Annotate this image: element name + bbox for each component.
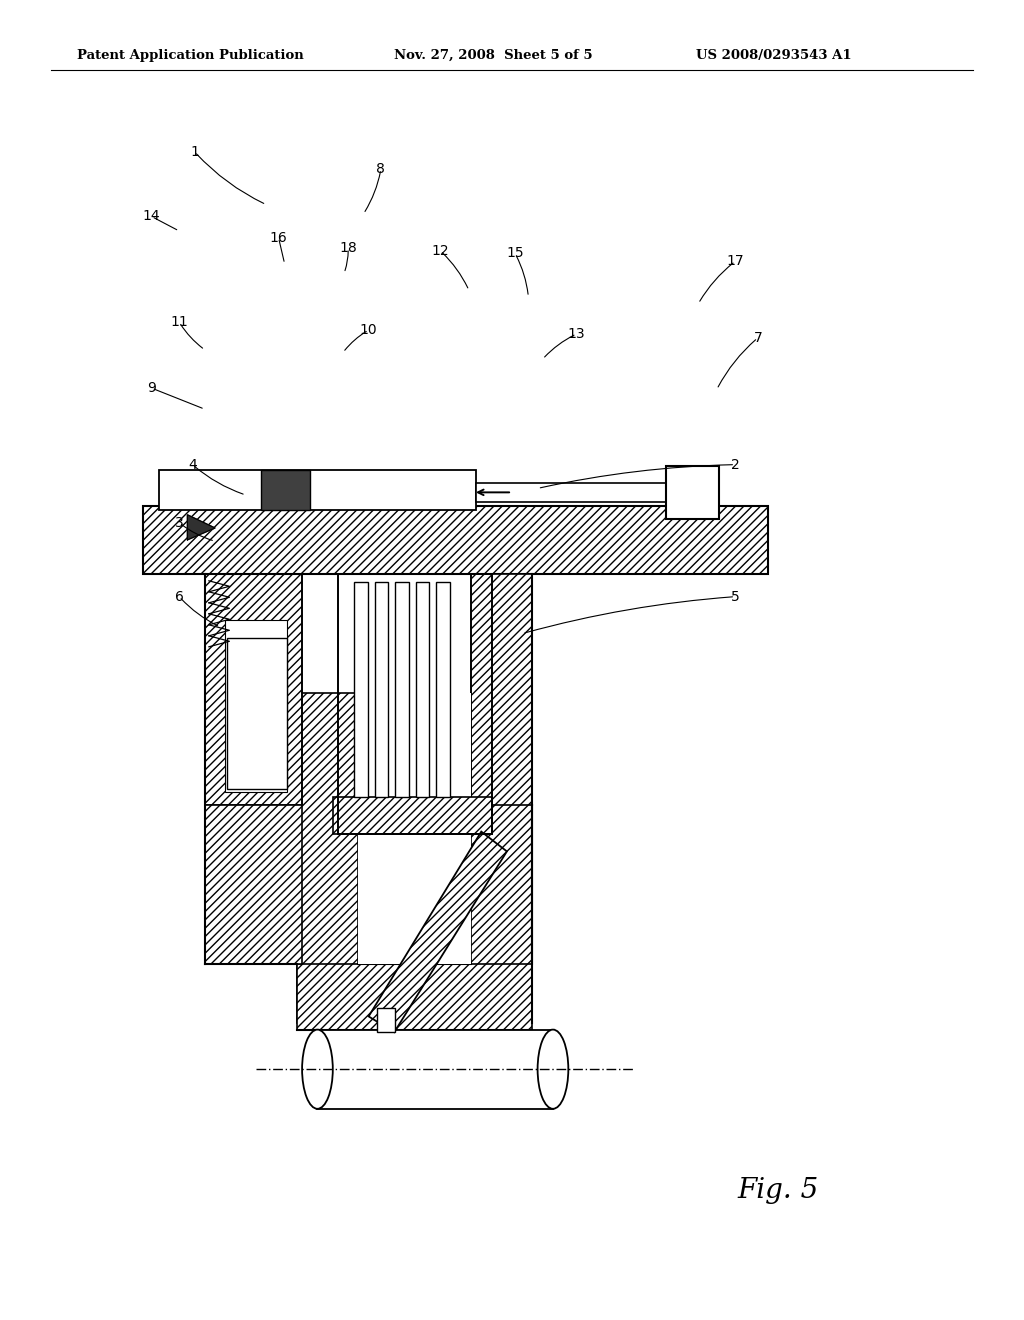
- Bar: [205, 805, 302, 964]
- Bar: [317, 1030, 553, 1109]
- Bar: [375, 582, 388, 797]
- Polygon shape: [369, 832, 507, 1032]
- Bar: [476, 483, 666, 502]
- Text: 8: 8: [377, 162, 385, 176]
- Bar: [227, 638, 287, 789]
- Ellipse shape: [302, 1030, 333, 1109]
- Text: 17: 17: [726, 255, 744, 268]
- Text: 1: 1: [190, 145, 199, 158]
- Text: 11: 11: [170, 315, 188, 329]
- Text: Patent Application Publication: Patent Application Publication: [77, 49, 303, 62]
- Text: 5: 5: [731, 590, 739, 603]
- Text: 10: 10: [359, 323, 378, 337]
- Bar: [302, 574, 471, 805]
- Text: Fig. 5: Fig. 5: [737, 1177, 818, 1204]
- Text: 16: 16: [269, 231, 288, 244]
- Text: 14: 14: [142, 210, 161, 223]
- Ellipse shape: [538, 1030, 568, 1109]
- Bar: [666, 466, 719, 519]
- Bar: [338, 574, 492, 834]
- Bar: [261, 470, 310, 510]
- Bar: [333, 797, 492, 834]
- Text: 6: 6: [175, 590, 183, 603]
- Bar: [225, 620, 287, 792]
- Text: 2: 2: [731, 458, 739, 471]
- Text: 12: 12: [431, 244, 450, 257]
- Bar: [297, 964, 532, 1030]
- Text: Nov. 27, 2008  Sheet 5 of 5: Nov. 27, 2008 Sheet 5 of 5: [394, 49, 593, 62]
- Text: 3: 3: [175, 516, 183, 529]
- Bar: [471, 574, 532, 805]
- Text: 4: 4: [188, 458, 197, 471]
- Bar: [143, 506, 768, 574]
- Bar: [205, 574, 302, 805]
- Text: 9: 9: [147, 381, 156, 395]
- Text: US 2008/0293543 A1: US 2008/0293543 A1: [696, 49, 852, 62]
- Text: 15: 15: [506, 247, 524, 260]
- Bar: [377, 1008, 395, 1032]
- Bar: [395, 582, 409, 797]
- Bar: [297, 693, 358, 1023]
- Text: 18: 18: [339, 242, 357, 255]
- Bar: [358, 693, 471, 964]
- Bar: [416, 582, 429, 797]
- Polygon shape: [187, 515, 215, 540]
- Text: 13: 13: [567, 327, 586, 341]
- Text: 7: 7: [754, 331, 762, 345]
- Bar: [436, 582, 450, 797]
- Bar: [159, 470, 476, 510]
- Bar: [471, 693, 532, 1023]
- Bar: [354, 582, 368, 797]
